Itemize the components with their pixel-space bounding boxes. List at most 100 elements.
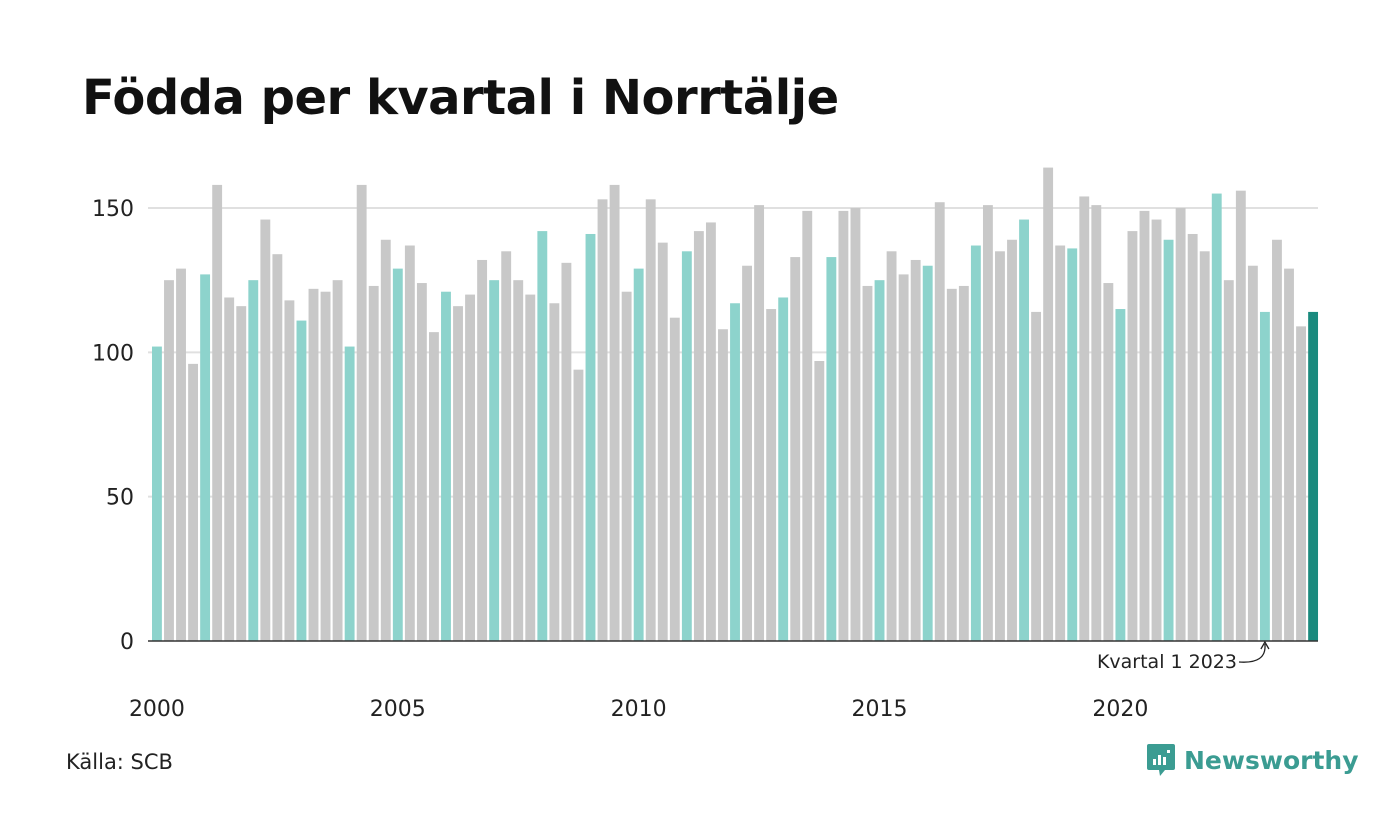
bar — [1019, 219, 1029, 641]
bar — [742, 265, 752, 641]
bar — [995, 251, 1005, 642]
bar — [1163, 239, 1174, 641]
bar — [428, 332, 439, 641]
bar — [1079, 196, 1090, 641]
bar — [320, 291, 331, 641]
bar — [718, 329, 728, 641]
bar — [910, 259, 921, 641]
bar — [549, 303, 560, 641]
bar — [874, 280, 885, 641]
bar — [1308, 311, 1319, 641]
annotation: Kvartal 1 2023 — [1097, 640, 1270, 673]
axes: 0 50 100 150 2000 2005 2010 2015 2020 — [92, 197, 1318, 722]
bar — [152, 346, 162, 641]
bar — [501, 251, 512, 642]
bar — [1296, 326, 1306, 641]
bar — [200, 274, 211, 641]
bar — [657, 242, 668, 641]
x-tick-label: 2010 — [611, 697, 667, 722]
bar — [404, 245, 415, 641]
bar — [778, 297, 789, 641]
y-tick-label: 0 — [120, 630, 134, 655]
bar — [1007, 239, 1017, 641]
bar — [1272, 239, 1282, 641]
bar — [862, 285, 873, 641]
bar — [284, 300, 295, 641]
bar — [814, 360, 825, 641]
bar — [296, 320, 307, 641]
bar — [344, 346, 355, 641]
bar — [308, 288, 319, 641]
bar — [1091, 205, 1102, 641]
bar — [1259, 311, 1270, 641]
x-tick-label: 2015 — [852, 697, 908, 722]
source-note: Källa: SCB — [66, 750, 173, 774]
brand-logo[interactable]: Newsworthy — [1146, 742, 1359, 778]
bar — [922, 265, 933, 641]
bar — [392, 268, 403, 641]
bar — [886, 251, 897, 642]
bar — [212, 184, 223, 641]
bar — [1175, 208, 1186, 641]
bar — [1031, 311, 1042, 641]
bar — [1151, 219, 1162, 641]
bar — [705, 222, 716, 641]
bar — [248, 280, 259, 641]
bar — [693, 231, 704, 642]
bar — [621, 291, 632, 641]
bar — [1139, 210, 1150, 642]
bar — [850, 208, 861, 641]
bar — [1211, 193, 1222, 642]
bar — [188, 363, 199, 641]
bars — [152, 167, 1319, 642]
bar — [260, 219, 271, 641]
bar — [477, 259, 488, 641]
bar — [1067, 248, 1078, 641]
bar — [176, 268, 186, 641]
x-tick-label: 2020 — [1092, 697, 1148, 722]
bar — [525, 294, 536, 641]
y-tick-label: 150 — [92, 197, 134, 222]
bar — [898, 274, 909, 641]
bar — [561, 262, 572, 641]
bar — [1127, 231, 1138, 642]
bar — [982, 205, 993, 641]
bar — [1235, 190, 1246, 641]
y-tick-label: 50 — [106, 486, 134, 511]
bar — [681, 251, 692, 642]
bar — [368, 285, 379, 641]
bar — [1187, 233, 1198, 642]
bar — [236, 306, 247, 641]
bar — [838, 210, 849, 642]
bar — [441, 291, 451, 641]
bar — [934, 202, 945, 641]
bar — [754, 205, 765, 641]
annotation-arrowhead — [1260, 640, 1270, 650]
bar — [970, 245, 981, 641]
bar — [766, 309, 777, 641]
bar — [633, 268, 644, 641]
bar — [1103, 283, 1114, 641]
bar — [609, 184, 620, 641]
bar — [669, 317, 680, 641]
annotation-arrow — [1238, 643, 1266, 663]
bar — [1199, 251, 1210, 642]
bar — [356, 184, 367, 641]
bar — [730, 303, 740, 641]
bar — [958, 285, 969, 641]
x-tick-label: 2000 — [129, 697, 185, 722]
bar — [946, 288, 957, 641]
bar — [332, 280, 343, 641]
bar — [489, 280, 500, 641]
bar — [1223, 280, 1234, 641]
bar — [1247, 265, 1258, 641]
bar — [1055, 245, 1066, 641]
bar — [826, 257, 837, 641]
annotation-label: Kvartal 1 2023 — [1097, 651, 1237, 673]
bar — [272, 254, 283, 642]
bar — [1115, 309, 1126, 641]
brand-name: Newsworthy — [1184, 745, 1359, 775]
bar — [597, 199, 608, 641]
bar — [537, 231, 548, 642]
